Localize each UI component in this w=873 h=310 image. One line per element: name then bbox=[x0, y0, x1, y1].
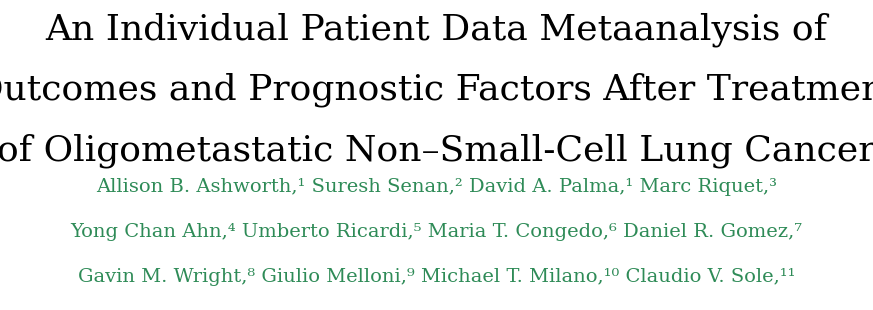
Text: Yong Chan Ahn,⁴ Umberto Ricardi,⁵ Maria T. Congedo,⁶ Daniel R. Gomez,⁷: Yong Chan Ahn,⁴ Umberto Ricardi,⁵ Maria … bbox=[71, 223, 802, 241]
Text: of Oligometastatic Non–Small-Cell Lung Cancer: of Oligometastatic Non–Small-Cell Lung C… bbox=[0, 133, 873, 168]
Text: Gavin M. Wright,⁸ Giulio Melloni,⁹ Michael T. Milano,¹⁰ Claudio V. Sole,¹¹: Gavin M. Wright,⁸ Giulio Melloni,⁹ Micha… bbox=[78, 268, 795, 286]
Text: An Individual Patient Data Metaanalysis of: An Individual Patient Data Metaanalysis … bbox=[45, 12, 828, 47]
Text: Outcomes and Prognostic Factors After Treatment: Outcomes and Prognostic Factors After Tr… bbox=[0, 73, 873, 107]
Text: Allison B. Ashworth,¹ Suresh Senan,² David A. Palma,¹ Marc Riquet,³: Allison B. Ashworth,¹ Suresh Senan,² Dav… bbox=[96, 178, 777, 196]
